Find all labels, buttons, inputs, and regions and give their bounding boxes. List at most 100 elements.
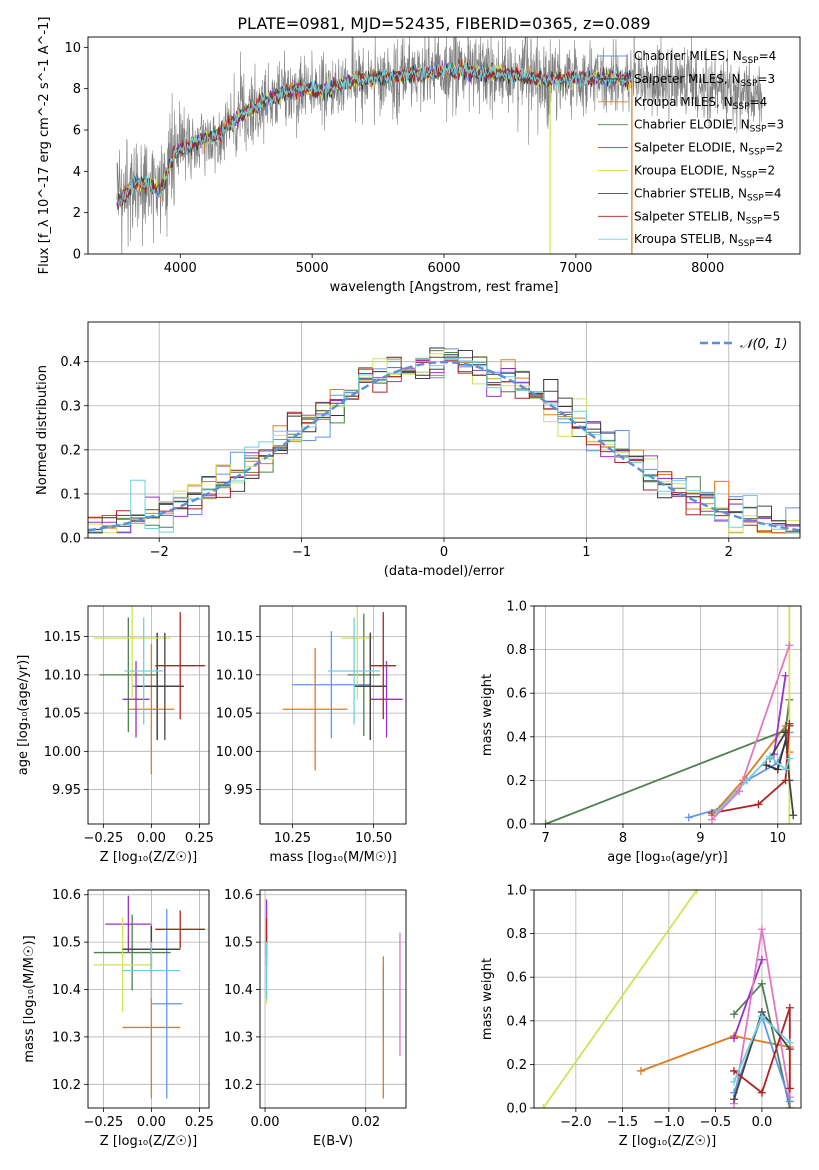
weight-marker-kroupa_elodie: [785, 820, 794, 824]
weight-marker-kroupa_stelib: [766, 752, 775, 761]
x-tick-label: −1.5: [607, 1115, 639, 1130]
x-tick-label: 8000: [691, 261, 724, 276]
weight-marker-kroupa_elodie: [692, 890, 701, 894]
legend-entry-chabrier_stelib: Chabrier STELIB, NSSP=4: [634, 186, 782, 203]
weight-marker-chabrier_miles: [785, 1097, 794, 1106]
model-spectrum-kroupa_stelib: [116, 63, 632, 206]
y-tick-label: 9.95: [52, 783, 81, 798]
weight-marker-salpeter_stelib: [785, 1003, 794, 1012]
x-tick-label: 0.00: [251, 1115, 280, 1130]
spectrum-panel: 4000 5000 6000 7000 8000 0 2 4 6 8 10 wavelength [A…: [37, 17, 801, 295]
weight-line-salpeter_elodie: [773, 675, 787, 755]
x-tick-label: 0.00: [137, 1115, 166, 1130]
x-tick-label: 10.50: [355, 831, 392, 846]
x-tick-label: 7000: [559, 261, 592, 276]
weight-marker-chabrier_elodie: [541, 820, 550, 824]
axes-frame: [533, 605, 802, 825]
y-tick-label: 0.4: [60, 355, 81, 370]
legend-entry-kroupa_elodie: Kroupa ELODIE, NSSP=2: [634, 164, 775, 181]
weight-marker-salpeter_elodie: [730, 1034, 739, 1043]
normal-reference-curve: [88, 360, 800, 532]
x-tick-label: −0.25: [83, 831, 123, 846]
weight-line-salpeter_elodie: [733, 959, 763, 1039]
weight-marker-kroupa_stelib: [781, 765, 790, 774]
y-tick-label: 0: [73, 248, 81, 263]
x-tick-label: 8: [619, 831, 627, 846]
age-vs-mass-panel: 10.25 10.50 9.95 10.00 10.05 10.10 10.15 mass […: [216, 605, 407, 865]
y-axis-label: Normed distribution: [35, 365, 50, 495]
y-tick-label: 10.15: [44, 630, 81, 645]
x-tick-label: 2: [725, 545, 733, 560]
weight-vs-metallicity-panel: −2.0 −1.5 −1.0 −0.5 0.0 0.0 0.2 0.4 0.6 0.8 1.0 Z […: [480, 884, 802, 1149]
x-tick-label: 0.25: [185, 831, 214, 846]
weight-line-salpeter_stelib: [711, 723, 791, 814]
y-tick-label: 10: [64, 41, 81, 56]
weight-marker-salpeter_elodie: [757, 955, 766, 964]
weight-marker-chabrier_stelib: [789, 811, 798, 820]
weight-marker-kroupa_miles: [636, 1066, 645, 1075]
y-tick-label: 10.05: [44, 707, 81, 722]
weight-marker-kroupa_stelib: [757, 1012, 766, 1021]
axes-frame: [87, 605, 210, 825]
weight-line-kroupa_elodie: [542, 890, 698, 1108]
x-axis-label: Z [log₁₀(Z/Z☉)]: [100, 850, 197, 865]
y-tick-label: 10.00: [216, 745, 253, 760]
age-vs-metallicity-panel: −0.25 0.00 0.25 9.95 10.00 10.05 10.10 10.15 Z […: [16, 605, 214, 865]
y-tick-label: 10.5: [52, 936, 81, 951]
weight-marker-pink: [785, 641, 794, 650]
x-tick-label: 0.0: [752, 1115, 773, 1130]
legend-entry-salpeter_stelib: Salpeter STELIB, NSSP=5: [634, 209, 780, 226]
y-tick-label: 0.0: [506, 818, 527, 833]
weight-marker-kroupa_stelib: [730, 1077, 739, 1086]
x-tick-label: −1: [292, 545, 311, 560]
y-tick-label: 0.6: [506, 971, 527, 986]
y-tick-label: 10.3: [224, 1030, 253, 1045]
y-tick-label: 0.2: [506, 1058, 527, 1073]
x-tick-label: −2.0: [560, 1115, 592, 1130]
mass-vs-ebv-panel: 0.00 0.02 10.2 10.3 10.4 10.5 10.6 E(B-V): [224, 888, 407, 1149]
y-tick-label: 0.8: [506, 643, 527, 658]
y-tick-label: 0.1: [60, 487, 81, 502]
x-tick-label: 0: [440, 545, 448, 560]
residual-histogram-kroupa_elodie: [88, 348, 800, 534]
axes-frame: [259, 605, 407, 825]
y-tick-label: 10.6: [52, 888, 81, 903]
y-tick-label: 0.0: [506, 1102, 527, 1117]
residuals-panel: −2 −1 0 1 2 0.0 0.1 0.2 0.3 0.4 (data-model)/error…: [35, 321, 801, 579]
y-tick-label: 10.10: [44, 668, 81, 683]
y-tick-label: 0.3: [60, 399, 81, 414]
weight-marker-kroupa_elodie: [539, 1104, 548, 1108]
weight-marker-salpeter_stelib: [730, 1066, 739, 1075]
weight-line-kroupa_stelib: [715, 755, 791, 814]
x-tick-label: 9: [696, 831, 704, 846]
x-axis-label: wavelength [Angstrom, rest frame]: [330, 280, 559, 295]
y-tick-label: 10.3: [52, 1030, 81, 1045]
y-tick-label: 8: [73, 82, 81, 97]
y-tick-label: 0.8: [506, 927, 527, 942]
y-tick-label: 10.4: [52, 983, 81, 998]
x-axis-label: (data-model)/error: [384, 564, 505, 579]
x-tick-label: 0.02: [351, 1115, 380, 1130]
x-tick-label: 10.25: [274, 831, 311, 846]
weight-marker-chabrier_stelib: [730, 1095, 739, 1104]
x-tick-label: 6000: [427, 261, 460, 276]
y-axis-label: mass [log₁₀(M/M☉)]: [22, 935, 37, 1062]
x-tick-label: 5000: [296, 261, 329, 276]
axes-frame: [87, 889, 210, 1109]
y-tick-label: 6: [73, 124, 81, 139]
x-tick-label: 0.00: [137, 831, 166, 846]
x-tick-label: 1: [582, 545, 590, 560]
y-tick-label: 10.05: [216, 707, 253, 722]
weight-marker-chabrier_elodie: [730, 1010, 739, 1019]
weight-marker-salpeter_miles: [762, 761, 771, 770]
y-axis-label: age [log₁₀(age/yr)]: [16, 655, 31, 776]
y-tick-label: 1.0: [506, 600, 527, 615]
legend-entry-salpeter_miles: Salpeter MILES, NSSP=3: [634, 72, 775, 89]
weight-marker-salpeter_stelib: [785, 719, 794, 728]
weight-line-chabrier_miles: [688, 732, 791, 819]
y-tick-label: 1.0: [506, 884, 527, 899]
x-axis-label: Z [log₁₀(Z/Z☉)]: [619, 1134, 716, 1149]
x-tick-label: 4000: [164, 261, 197, 276]
x-axis-label: mass [log₁₀(M/M☉)]: [269, 850, 396, 865]
